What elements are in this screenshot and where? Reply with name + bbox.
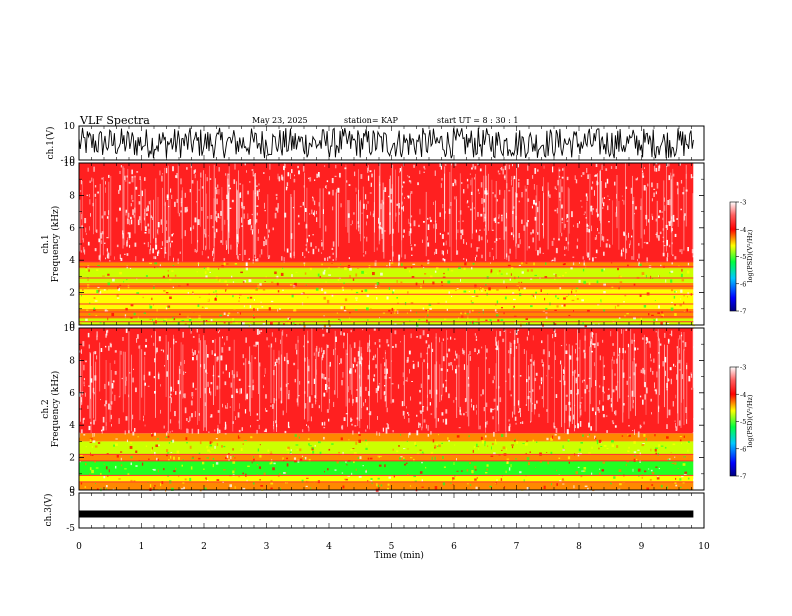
- ch2-spectrogram-ytick-label-5: 10: [64, 324, 76, 334]
- ch2-spectrogram-band-3: [79, 454, 694, 461]
- ch1-spectrogram-texture: [79, 163, 696, 328]
- ch2-spectrogram-panel: 0 2 4 6 8 10: [64, 324, 705, 496]
- ch1-spectrogram-band-1: [79, 308, 694, 319]
- ch2-spectrogram-ytick-label-2: 4: [69, 421, 75, 431]
- ch1-spectrogram-ytick-label-0: 0: [69, 321, 75, 331]
- ch1-spectrogram-band-2: [79, 289, 694, 309]
- ch1-colorbar-label: log(PSD)(V²/Hz): [746, 229, 754, 282]
- x-tick-label-4: 4: [326, 542, 332, 552]
- x-tick-label-10: 10: [698, 542, 710, 552]
- ch2-spectrogram-band-0: [79, 481, 694, 490]
- header-station: station= KAP: [344, 116, 399, 125]
- x-tick-label-9: 9: [639, 542, 645, 552]
- ch2-spectrogram-band-4: [79, 441, 694, 455]
- ch2-spectrogram-ytick-label-0: 0: [69, 486, 75, 496]
- ch3-waveform-ytick-label-0: 5: [69, 489, 75, 499]
- ch1-colorbar-gradient: [729, 201, 737, 312]
- x-tick-label-7: 7: [514, 542, 520, 552]
- ch2-colorbar-gradient: [729, 366, 737, 477]
- x-tick-label-8: 8: [576, 542, 582, 552]
- ch1-spectrogram-colorbar-tick-label-0: -3: [740, 199, 746, 207]
- ch1-label: ch.1: [41, 234, 51, 253]
- ch2-spectrogram-colorbar-tick-label-1: -4: [740, 391, 746, 399]
- ch2-colorbar-label: log(PSD)(V²/Hz): [746, 394, 754, 447]
- x-tick-label-2: 2: [201, 542, 207, 552]
- ch1-spectrogram-ytick-label-3: 6: [69, 224, 75, 234]
- ch3-waveform-trace: [79, 510, 694, 518]
- chart-title: VLF Spectra: [79, 114, 150, 127]
- ch1-spectrogram-colorbar-tick-label-3: -6: [740, 280, 746, 288]
- ch2-spectrogram-colorbar-tick-label-0: -3: [740, 364, 746, 372]
- ch2-colorbar: log(PSD)(V²/Hz) -3 -4 -5 -6 -7: [729, 364, 754, 481]
- header-date: May 23, 2025: [252, 116, 308, 125]
- ch1-spectrogram-band-5: [79, 261, 694, 269]
- ch2-spectrogram-empty-tail: [693, 328, 704, 490]
- ch2-spectrogram-colorbar-tick-label-2: -5: [740, 418, 746, 426]
- ch1-spectrogram-ytick-label-1: 2: [69, 289, 75, 299]
- ch1-spectrogram-panel: 0 2 4 6 8 10: [64, 159, 705, 331]
- ch2-spectrogram-ytick-label-1: 2: [69, 454, 75, 464]
- ch2-spectrogram-band-2: [79, 460, 694, 476]
- ch1-spectrogram-ytick-label-4: 8: [69, 191, 75, 201]
- x-tick-label-6: 6: [451, 542, 457, 552]
- ch1-spectrogram-colorbar-tick-label-2: -5: [740, 253, 746, 261]
- x-axis-ticks: 0 1 2 3 4 5 6 7 8 9 10: [76, 542, 710, 552]
- x-tick-label-0: 0: [76, 542, 82, 552]
- ch1-spectrogram-band-4: [79, 268, 694, 283]
- x-tick-label-5: 5: [389, 542, 395, 552]
- ch1-spectrogram-colorbar-tick-label-4: -7: [740, 308, 746, 316]
- ch1-waveform-trace: [78, 127, 694, 159]
- ch2-spectrogram-ytick-label-4: 8: [69, 356, 75, 366]
- ch1-spectrogram-ytick-label-2: 4: [69, 256, 75, 266]
- ch2-spectrogram-colorbar-tick-label-4: -7: [740, 473, 746, 481]
- ch2-spectrogram-ytick-label-3: 6: [69, 389, 75, 399]
- ch2-label: ch.2: [41, 399, 51, 418]
- ch1-voltage-axis-label: ch.1(V): [45, 127, 56, 160]
- ch1-frequency-axis-label: Frequency (kHz): [50, 206, 61, 283]
- header-start-time: start UT = 8 : 30 : 1: [437, 116, 518, 125]
- ch1-spectrogram-empty-tail: [693, 163, 704, 325]
- ch3-voltage-axis-label: ch.3(V): [43, 494, 54, 527]
- x-tick-label-3: 3: [264, 542, 270, 552]
- x-axis-label: Time (min): [374, 550, 424, 561]
- ch2-spectrogram-colorbar-tick-label-3: -6: [740, 445, 746, 453]
- ch3-waveform-ytick-label-1: -5: [66, 524, 75, 534]
- ch2-spectrogram-band-5: [79, 433, 694, 442]
- ch1-spectrogram-colorbar-tick-label-1: -4: [740, 226, 746, 234]
- ch2-frequency-axis-label: Frequency (kHz): [50, 371, 61, 448]
- ch1-waveform-panel: 10-10: [61, 122, 705, 166]
- ch1-waveform-ytick-label-0: 10: [64, 122, 76, 132]
- x-tick-label-1: 1: [139, 542, 145, 552]
- ch1-spectrogram-ytick-label-5: 10: [64, 159, 76, 169]
- ch2-spectrogram-band-1: [79, 475, 694, 482]
- ch3-waveform-panel: 5 -5: [66, 489, 705, 534]
- ch1-waveform-ytick-label-1: -10: [61, 156, 76, 166]
- ch1-colorbar: log(PSD)(V²/Hz) -3 -4 -5 -6 -7: [729, 199, 754, 316]
